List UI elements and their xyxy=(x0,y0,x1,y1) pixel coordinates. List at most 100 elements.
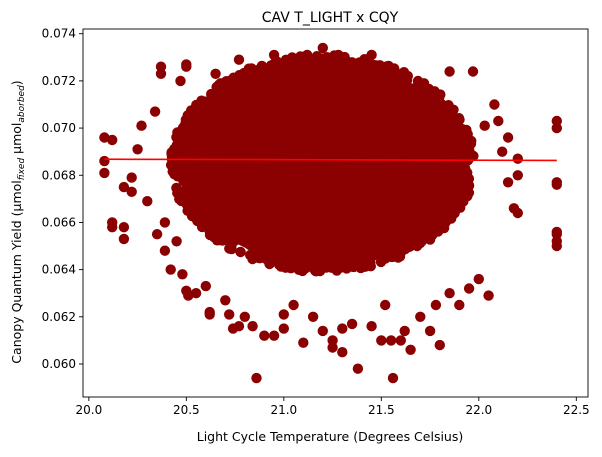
data-point xyxy=(333,259,344,271)
data-point xyxy=(187,123,198,134)
data-point xyxy=(373,78,384,89)
data-point xyxy=(183,290,194,301)
data-point xyxy=(229,107,240,119)
data-point xyxy=(217,88,228,99)
data-point xyxy=(389,247,400,258)
data-point xyxy=(412,79,424,90)
data-point xyxy=(307,311,319,322)
data-point xyxy=(179,159,190,170)
data-point xyxy=(268,330,280,341)
data-point xyxy=(177,269,188,280)
data-point xyxy=(463,283,475,294)
chart-title: CAV T_LIGHT x CQY xyxy=(262,10,399,26)
y-axis-label: Canopy Quantum Yield (µmolfixed µmolabor… xyxy=(9,80,27,363)
data-point xyxy=(209,191,220,203)
data-point xyxy=(448,162,460,173)
data-point xyxy=(194,195,205,206)
data-point xyxy=(441,170,452,181)
data-point xyxy=(413,94,424,106)
data-point xyxy=(99,132,110,143)
x-tick-label: 22.0 xyxy=(465,403,492,417)
data-point xyxy=(455,202,466,213)
data-point xyxy=(197,96,208,108)
y-label-mid: µmol xyxy=(9,123,24,158)
y-tick-label: 0.074 xyxy=(42,27,76,41)
y-tick-label: 0.060 xyxy=(42,357,76,371)
data-point xyxy=(414,229,425,240)
data-point xyxy=(252,237,263,249)
data-point xyxy=(346,318,358,330)
data-point xyxy=(431,136,442,147)
data-point xyxy=(512,153,523,164)
data-point xyxy=(302,49,313,61)
data-point xyxy=(429,113,441,125)
data-point xyxy=(438,178,449,189)
data-point xyxy=(118,233,130,245)
y-label-suffix: ) xyxy=(9,80,24,85)
data-point xyxy=(309,245,320,256)
data-point xyxy=(325,255,336,266)
data-point xyxy=(136,120,147,131)
data-point xyxy=(126,186,137,197)
data-point xyxy=(430,299,442,311)
x-tick-label: 21.5 xyxy=(368,403,395,417)
data-point xyxy=(406,224,417,236)
data-point xyxy=(239,71,250,82)
data-point xyxy=(197,153,208,164)
data-point xyxy=(246,94,257,105)
y-tick-label: 0.068 xyxy=(42,168,76,182)
trend-line xyxy=(104,158,557,162)
data-point xyxy=(497,146,508,157)
x-axis-label: Light Cycle Temperature (Degrees Celsius… xyxy=(197,429,464,444)
data-point xyxy=(551,236,562,247)
data-point xyxy=(278,323,289,334)
data-point xyxy=(222,100,233,112)
data-point xyxy=(423,123,434,135)
data-point xyxy=(185,170,196,181)
data-point xyxy=(512,170,523,181)
data-point xyxy=(275,240,286,252)
data-point xyxy=(246,63,257,74)
data-point xyxy=(182,110,193,121)
axes-frame xyxy=(82,28,589,398)
data-point xyxy=(301,73,313,84)
data-point xyxy=(178,175,189,186)
data-point xyxy=(418,116,430,127)
data-point xyxy=(444,66,455,77)
dense-cloud-core xyxy=(181,62,465,265)
data-point xyxy=(298,337,309,348)
data-point xyxy=(443,100,454,111)
data-point xyxy=(234,224,246,235)
data-point xyxy=(200,280,211,292)
data-point xyxy=(263,82,274,94)
data-point xyxy=(278,309,289,320)
data-point xyxy=(489,99,500,110)
data-point xyxy=(282,71,293,82)
data-point xyxy=(209,119,221,130)
data-point xyxy=(395,335,406,346)
data-point xyxy=(182,205,193,216)
data-point xyxy=(195,141,207,152)
data-point xyxy=(332,66,344,77)
data-point xyxy=(99,155,110,167)
data-point xyxy=(177,122,189,134)
data-point xyxy=(393,92,404,104)
data-point xyxy=(317,325,328,337)
data-point xyxy=(159,217,171,228)
x-tick-label: 21.0 xyxy=(270,403,297,417)
data-point xyxy=(167,166,179,177)
data-point xyxy=(171,236,182,247)
data-point xyxy=(434,339,445,351)
data-point xyxy=(224,309,235,320)
points-group xyxy=(99,42,562,384)
data-point xyxy=(502,132,514,143)
data-point xyxy=(368,233,379,244)
data-point xyxy=(512,207,523,219)
data-point xyxy=(433,104,445,115)
y-label-sub-fixed: fixed xyxy=(17,158,27,181)
data-point xyxy=(159,245,171,256)
data-point xyxy=(343,57,354,69)
data-point xyxy=(359,79,370,90)
data-point xyxy=(333,49,344,61)
